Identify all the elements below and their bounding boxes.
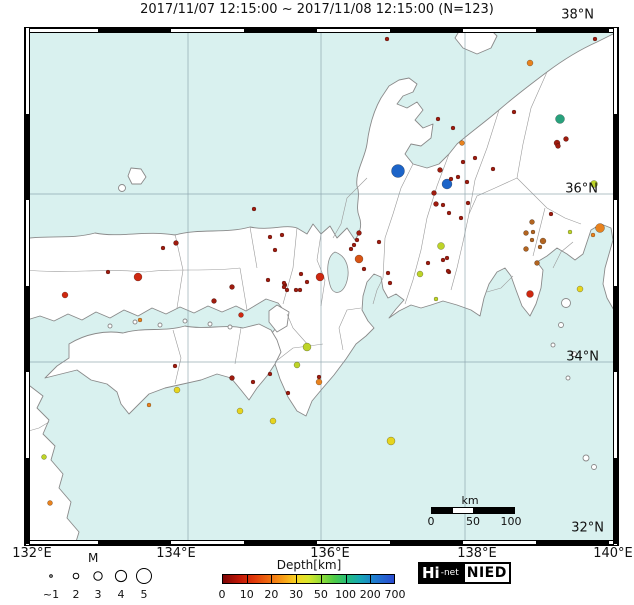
- lat-tick-label: 34°N: [566, 349, 599, 365]
- depth-tick-label: 10: [239, 588, 254, 601]
- map-frame-right: [613, 28, 618, 545]
- magnitude-tick-label: 2: [72, 588, 80, 601]
- depth-tick-label: 30: [289, 588, 304, 601]
- map-canvas: [25, 28, 618, 545]
- landmass-kyushu: [25, 385, 80, 545]
- depth-colorbar: [222, 574, 395, 584]
- magnitude-tick-label: 5: [140, 588, 148, 601]
- magnitude-legend-title: M: [88, 551, 99, 565]
- map-frame-top: [25, 28, 618, 33]
- depth-tick-label: 100: [335, 588, 357, 601]
- map-frame-left: [25, 28, 30, 545]
- landmass-izu-islands: [561, 298, 571, 308]
- depth-legend-title: Depth[km]: [276, 558, 342, 572]
- scalebar-tick-label: 50: [466, 515, 480, 528]
- landmass-awaji: [268, 304, 290, 333]
- prefecture-borders: [25, 71, 582, 433]
- lat-tick-label: 38°N: [561, 7, 594, 23]
- japan-map-svg: [25, 28, 618, 545]
- lon-tick-label: 134°E: [156, 546, 196, 561]
- graticule-gridlines: [25, 28, 618, 545]
- map-frame-bottom: [25, 540, 618, 545]
- hinet-logo-left: Hi -net: [419, 563, 462, 583]
- depth-tick-label: 200: [359, 588, 381, 601]
- scalebar-tick-label: 100: [500, 515, 522, 528]
- scalebar-unit-label: km: [461, 494, 479, 507]
- lat-tick-label: 32°N: [571, 520, 604, 536]
- lat-tick-label: 36°N: [565, 181, 598, 197]
- depth-tick-label: 700: [384, 588, 406, 601]
- landmass-oki: [127, 167, 147, 185]
- magnitude-legend-circles: [49, 568, 152, 584]
- depth-tick-label: 50: [313, 588, 328, 601]
- lon-tick-label: 132°E: [12, 546, 52, 561]
- landmass-shikoku: [44, 323, 282, 415]
- lake-biwa: [327, 251, 349, 293]
- scalebar-bar: [431, 507, 515, 514]
- scalebar-tick-label: 0: [427, 515, 435, 528]
- depth-legend: Depth[km] 0 10 20 30 50 100 200 700: [218, 558, 406, 604]
- magnitude-legend: M ~1 2 3 4 5: [36, 551, 166, 605]
- magnitude-tick-label: 4: [117, 588, 125, 601]
- magnitude-tick-label: ~1: [42, 588, 60, 601]
- lon-tick-label: 136°E: [310, 546, 350, 561]
- lon-tick-label: 138°E: [457, 546, 497, 561]
- epicenter-dots: [41, 36, 605, 506]
- page-title: 2017/11/07 12:15:00 ~ 2017/11/08 12:15:0…: [140, 2, 494, 17]
- hinet-nied-logo: Hi -net NIED: [418, 562, 511, 584]
- depth-tick-label: 20: [264, 588, 279, 601]
- depth-tick-label: 0: [218, 588, 226, 601]
- lon-tick-label: 140°E: [593, 546, 633, 561]
- magnitude-tick-label: 3: [94, 588, 102, 601]
- map-scalebar: km 0 50 100: [427, 494, 523, 530]
- nied-logo-right: NIED: [461, 563, 510, 583]
